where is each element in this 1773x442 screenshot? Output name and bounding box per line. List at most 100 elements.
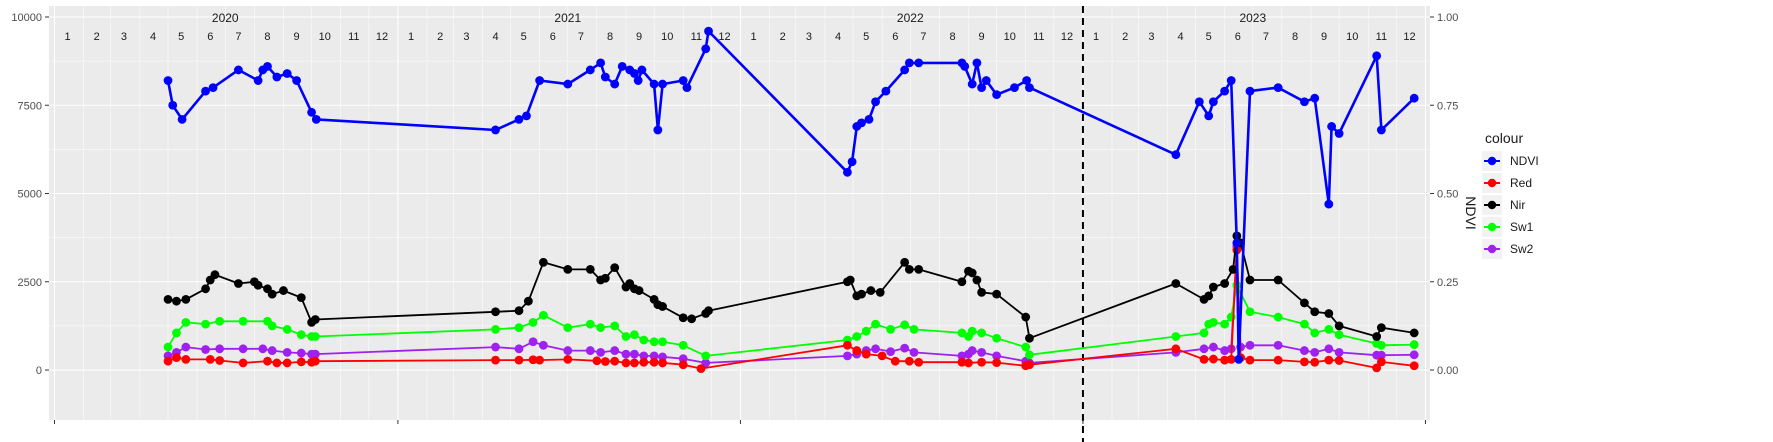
data-point <box>992 333 1002 343</box>
data-point <box>238 358 248 368</box>
data-point <box>852 346 862 355</box>
month-label: 3 <box>121 31 127 43</box>
data-point <box>1334 356 1344 365</box>
month-label: 7 <box>920 31 926 43</box>
month-label: 11 <box>1033 31 1044 43</box>
data-point <box>843 340 852 350</box>
data-point <box>163 342 173 352</box>
month-year-labels: 1 2 3 4 5 6 7 8 9 10 11 12 1 2 3 4 5 6 7 8 9 10 11 12 1 2 3 4 5 6 7 8 9 1… <box>65 11 1416 43</box>
data-point <box>1310 328 1320 338</box>
data-point <box>177 114 187 124</box>
data-point <box>1226 355 1236 364</box>
data-point <box>215 344 225 354</box>
data-point <box>1220 86 1230 96</box>
data-point <box>1334 347 1344 357</box>
data-point <box>1021 312 1031 322</box>
month-label: 6 <box>1235 31 1241 43</box>
y2-tick-label: 0.25 <box>1437 277 1458 289</box>
data-point <box>972 275 982 285</box>
data-point <box>181 342 191 352</box>
data-point <box>1409 328 1419 338</box>
data-point <box>909 347 919 357</box>
data-point <box>1208 97 1218 107</box>
month-label: 10 <box>1004 31 1016 43</box>
data-point <box>852 332 862 341</box>
year-label: 2022 <box>897 11 924 25</box>
data-point <box>592 356 602 366</box>
data-point <box>877 351 887 361</box>
legend-key-point <box>1487 222 1497 232</box>
data-point <box>596 58 606 68</box>
data-point <box>1324 309 1334 318</box>
data-point <box>1204 111 1214 121</box>
data-point <box>307 107 316 117</box>
month-label: 4 <box>1177 31 1183 43</box>
data-point <box>1372 363 1382 373</box>
data-point <box>528 317 538 327</box>
data-point <box>621 332 631 341</box>
data-point <box>1300 298 1309 308</box>
data-point <box>992 351 1002 361</box>
y2-axis-title: NDVI <box>1463 196 1479 229</box>
month-label: 6 <box>207 31 213 43</box>
data-point <box>866 286 876 295</box>
data-point <box>1334 129 1344 138</box>
data-point <box>992 358 1002 367</box>
data-point <box>649 351 659 361</box>
data-point <box>596 347 606 357</box>
data-point <box>1273 312 1283 322</box>
data-point <box>563 264 573 274</box>
month-label: 2 <box>1122 31 1128 43</box>
data-point <box>282 358 292 368</box>
data-point <box>1021 342 1031 352</box>
data-point <box>311 114 321 124</box>
data-point <box>904 264 914 274</box>
legend-label: Sw1 <box>1510 220 1534 234</box>
data-point <box>168 100 178 110</box>
data-point <box>977 83 987 92</box>
month-label: 10 <box>661 31 673 43</box>
data-point <box>181 317 191 327</box>
data-point <box>201 86 210 96</box>
data-point <box>1372 332 1382 341</box>
month-label: 6 <box>892 31 898 43</box>
legend-key-point <box>1487 178 1497 188</box>
data-point <box>1022 76 1032 85</box>
data-point <box>981 76 991 85</box>
data-point <box>201 284 210 294</box>
data-point <box>610 263 620 273</box>
data-point <box>1226 76 1236 85</box>
data-point <box>1025 350 1034 360</box>
data-point <box>871 319 880 329</box>
month-label: 8 <box>949 31 955 43</box>
data-point <box>1376 350 1386 360</box>
data-point <box>634 286 644 295</box>
data-point <box>847 157 857 167</box>
month-label: 12 <box>1403 31 1415 43</box>
data-point <box>678 360 688 370</box>
data-point <box>253 280 263 290</box>
data-point <box>871 97 880 107</box>
data-point <box>1273 275 1283 285</box>
data-point <box>282 325 292 334</box>
data-point <box>1220 279 1230 288</box>
y2-tick-label: 0.00 <box>1437 365 1458 377</box>
data-point <box>1273 83 1283 92</box>
data-point <box>1310 357 1320 367</box>
data-point <box>282 69 292 78</box>
data-point <box>678 76 688 85</box>
data-point <box>630 330 639 340</box>
data-point <box>630 69 639 78</box>
data-point <box>977 328 987 338</box>
data-point <box>491 125 500 135</box>
data-point <box>886 325 895 334</box>
data-point <box>1208 282 1218 292</box>
month-label: 3 <box>806 31 812 43</box>
data-point <box>1273 355 1283 365</box>
legend-item-nir: Nir <box>1482 195 1525 215</box>
grid-lines <box>49 6 1430 420</box>
data-point <box>864 114 874 124</box>
data-point <box>630 349 639 359</box>
y-tick-label: 0 <box>36 365 42 377</box>
data-point <box>682 83 692 92</box>
